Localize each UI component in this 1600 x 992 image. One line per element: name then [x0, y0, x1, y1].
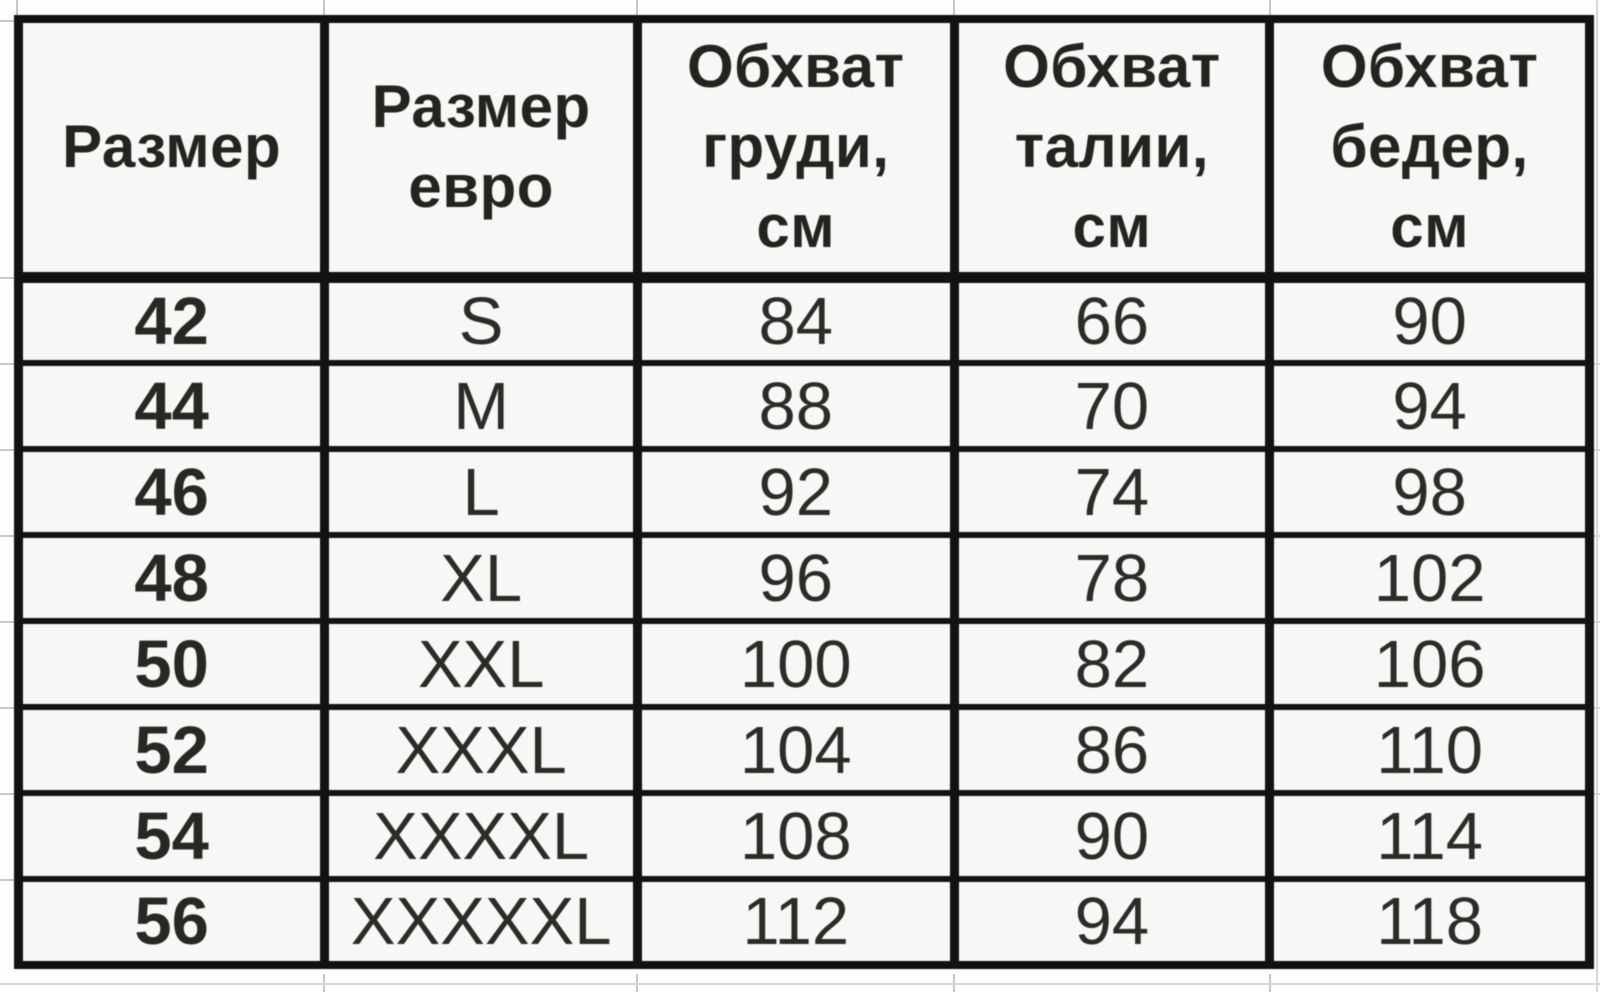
- gridline-h: [0, 20, 14, 22]
- cell-waist: 90: [949, 790, 1275, 882]
- gridline-h: [1594, 793, 1600, 795]
- gridline-h: [0, 277, 14, 279]
- cell-waist: 74: [949, 446, 1275, 538]
- cell-size-ru: 52: [13, 704, 330, 796]
- gridline-h: [1594, 363, 1600, 365]
- cell-size-ru: 54: [13, 790, 330, 882]
- table-row: 48 XL 96 78 102: [13, 532, 1594, 624]
- table-row: 44 M 88 70 94: [13, 360, 1594, 452]
- gridline-h: [0, 793, 14, 795]
- cell-hips: 118: [1265, 876, 1594, 968]
- cell-waist: 94: [949, 876, 1275, 968]
- cell-size-euro: XXXXXL: [320, 876, 642, 968]
- gridline-h: [1594, 621, 1600, 623]
- cell-size-ru: 50: [13, 618, 330, 710]
- cell-chest: 100: [632, 618, 959, 710]
- table-row: 42 S 84 66 90: [13, 274, 1594, 366]
- cell-waist: 82: [949, 618, 1275, 710]
- gridline-h: [1594, 449, 1600, 451]
- cell-waist: 78: [949, 532, 1275, 624]
- table-row: 46 L 92 74 98: [13, 446, 1594, 538]
- gridline-h: [0, 879, 14, 881]
- cell-hips: 114: [1265, 790, 1594, 882]
- cell-hips: 94: [1265, 360, 1594, 452]
- cell-size-euro: L: [320, 446, 642, 538]
- gridline-v: [1596, 0, 1598, 992]
- gridline-h: [0, 363, 14, 365]
- table-row: 54 XXXXL 108 90 114: [13, 790, 1594, 882]
- gridline-v: [636, 0, 638, 15]
- gridline-h: [0, 449, 14, 451]
- cell-hips: 106: [1265, 618, 1594, 710]
- header-cell-hips: Обхват бедер, см: [1265, 16, 1594, 283]
- header-cell-size-euro: Размер евро: [320, 16, 642, 283]
- cell-size-ru: 56: [13, 876, 330, 968]
- header-row: Размер Размер евро Обхват груди, см Обхв…: [13, 16, 1594, 283]
- gridline-h: [0, 707, 14, 709]
- cell-size-ru: 46: [13, 446, 330, 538]
- cell-size-euro: XXL: [320, 618, 642, 710]
- cell-waist: 86: [949, 704, 1275, 796]
- cell-chest: 92: [632, 446, 959, 538]
- cell-size-euro: XXXXL: [320, 790, 642, 882]
- cell-size-euro: XL: [320, 532, 642, 624]
- header-cell-waist: Обхват талии, см: [949, 16, 1275, 283]
- cell-size-euro: S: [320, 274, 642, 366]
- cell-chest: 84: [632, 274, 959, 366]
- gridline-v: [1269, 0, 1271, 15]
- header-cell-size-ru: Размер: [13, 16, 330, 283]
- gridline-h: [0, 535, 14, 537]
- cell-waist: 66: [949, 274, 1275, 366]
- gridline-v: [16, 0, 18, 15]
- table-row: 56 XXXXXL 112 94 118: [13, 876, 1594, 968]
- cell-hips: 102: [1265, 532, 1594, 624]
- cell-size-euro: XXXL: [320, 704, 642, 796]
- cell-hips: 98: [1265, 446, 1594, 538]
- gridline-h: [1594, 535, 1600, 537]
- gridline-h: [0, 621, 14, 623]
- cell-hips: 110: [1265, 704, 1594, 796]
- cell-chest: 88: [632, 360, 959, 452]
- cell-hips: 90: [1265, 274, 1594, 366]
- cell-chest: 104: [632, 704, 959, 796]
- gridline-h: [0, 983, 1600, 985]
- cell-chest: 108: [632, 790, 959, 882]
- cell-chest: 112: [632, 876, 959, 968]
- gridline-v: [953, 0, 955, 15]
- header-cell-chest: Обхват груди, см: [632, 16, 959, 283]
- cell-size-ru: 48: [13, 532, 330, 624]
- table-row: 52 XXXL 104 86 110: [13, 704, 1594, 796]
- cell-size-euro: M: [320, 360, 642, 452]
- size-chart-table: Размер Размер евро Обхват груди, см Обхв…: [13, 15, 1594, 969]
- cell-size-ru: 44: [13, 360, 330, 452]
- cell-size-ru: 42: [13, 274, 330, 366]
- gridline-h: [1594, 707, 1600, 709]
- cell-waist: 70: [949, 360, 1275, 452]
- cell-chest: 96: [632, 532, 959, 624]
- table-row: 50 XXL 100 82 106: [13, 618, 1594, 710]
- gridline-v: [323, 0, 325, 15]
